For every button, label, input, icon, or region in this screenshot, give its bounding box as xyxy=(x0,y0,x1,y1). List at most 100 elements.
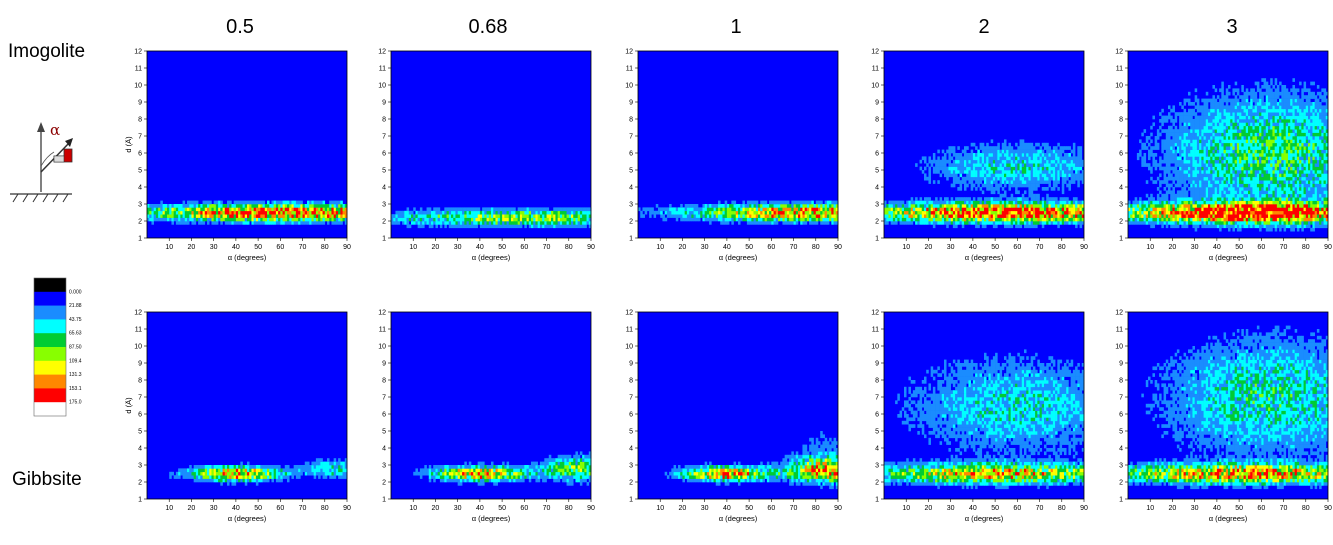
heatmap-cell xyxy=(473,210,476,215)
heatmap-cell xyxy=(275,204,279,208)
heatmap-cell xyxy=(1041,173,1045,178)
heatmap-cell xyxy=(939,173,943,178)
heatmap-cell xyxy=(964,159,967,164)
heatmap-cell xyxy=(1301,207,1304,212)
heatmap-cell xyxy=(1214,224,1218,229)
heatmap-cell xyxy=(1001,214,1005,218)
heatmap-cell xyxy=(979,173,983,178)
heatmap-cell xyxy=(1223,170,1227,174)
heatmap-cell xyxy=(184,214,188,218)
heatmap-cell xyxy=(764,221,768,225)
heatmap-cell xyxy=(1219,221,1222,225)
heatmap-cell xyxy=(1183,173,1187,178)
heatmap-cell xyxy=(722,210,725,215)
heatmap-cell xyxy=(1243,207,1247,212)
heatmap-cell xyxy=(990,149,994,154)
heatmap-cell xyxy=(1168,163,1171,167)
heatmap-cell xyxy=(1192,183,1195,188)
heatmap-cell xyxy=(999,173,1003,178)
heatmap-cell xyxy=(1004,193,1007,198)
heatmap-cell xyxy=(287,221,290,225)
heatmap-cell xyxy=(813,214,817,218)
heatmap-cell xyxy=(553,210,556,215)
heatmap-cell xyxy=(1285,224,1289,229)
heatmap-cell xyxy=(1279,214,1282,218)
heatmap-cell xyxy=(1225,190,1229,195)
heatmap-cell xyxy=(1214,210,1218,215)
heatmap-cell xyxy=(1252,200,1255,205)
heatmap-cell xyxy=(1314,176,1318,181)
heatmap-cell xyxy=(1225,217,1229,222)
heatmap-cell xyxy=(333,217,337,222)
heatmap-cell xyxy=(1239,224,1242,229)
heatmap-cell xyxy=(1281,221,1284,225)
heatmap-cell xyxy=(1057,142,1060,147)
heatmap-cell xyxy=(537,221,541,225)
heatmap-cell xyxy=(1077,217,1080,222)
heatmap-cell xyxy=(979,146,983,150)
heatmap-cell xyxy=(952,180,956,184)
heatmap-cell xyxy=(820,217,823,222)
heatmap-cell xyxy=(1305,176,1309,181)
heatmap-cell xyxy=(762,221,765,225)
heatmap-cell xyxy=(1190,210,1193,215)
heatmap-cell xyxy=(755,217,759,222)
heatmap-cell xyxy=(1305,187,1309,191)
heatmap-cell xyxy=(944,159,947,164)
heatmap-cell xyxy=(988,214,991,218)
heatmap-cell xyxy=(1245,176,1249,181)
heatmap-cell xyxy=(1134,204,1138,208)
heatmap-cell xyxy=(890,217,894,222)
heatmap-cell xyxy=(682,207,685,212)
heatmap-cell xyxy=(935,197,938,201)
heatmap-cell xyxy=(453,217,456,222)
heatmap-cell xyxy=(946,217,949,222)
heatmap-cell xyxy=(187,200,190,205)
heatmap-cell xyxy=(242,221,246,225)
heatmap-cell xyxy=(511,214,514,218)
heatmap-cell xyxy=(1294,163,1298,167)
heatmap-cell xyxy=(1208,187,1211,191)
heatmap-cell xyxy=(1236,170,1240,174)
heatmap-cell xyxy=(571,217,574,222)
heatmap-cell xyxy=(751,200,754,205)
heatmap-cell xyxy=(211,204,214,208)
heatmap-cell xyxy=(959,170,963,174)
heatmap-cell xyxy=(977,180,980,184)
heatmap-cell xyxy=(324,204,328,208)
heatmap-cell xyxy=(1228,207,1231,212)
heatmap-cell xyxy=(1225,163,1229,167)
heatmap-cell xyxy=(1044,173,1047,178)
heatmap-cell xyxy=(1274,183,1278,188)
heatmap-cell xyxy=(912,207,916,212)
heatmap-cell xyxy=(486,207,490,212)
heatmap-cell xyxy=(395,210,398,215)
heatmap-cell xyxy=(238,207,241,212)
heatmap-cell xyxy=(302,221,306,225)
heatmap-cell xyxy=(809,200,812,205)
heatmap-cell xyxy=(1294,180,1298,184)
heatmap-cell xyxy=(1234,187,1238,191)
heatmap-cell xyxy=(984,224,987,229)
heatmap-cell xyxy=(435,210,438,215)
heatmap-cell xyxy=(1274,180,1278,184)
heatmap-cell xyxy=(1046,170,1049,174)
heatmap-cell xyxy=(1148,156,1151,161)
heatmap-cell xyxy=(833,221,837,225)
heatmap-cell xyxy=(908,214,911,218)
heatmap-cell xyxy=(758,214,761,218)
heatmap-cell xyxy=(908,221,911,225)
heatmap-cell xyxy=(155,214,159,218)
heatmap-cell xyxy=(1179,217,1182,222)
heatmap-cell xyxy=(1179,156,1182,161)
heatmap-cell xyxy=(726,210,730,215)
heatmap-cell xyxy=(1188,156,1191,161)
heatmap-cell xyxy=(784,221,788,225)
heatmap-cell xyxy=(1066,204,1069,208)
heatmap-cell xyxy=(988,159,991,164)
heatmap-cell xyxy=(984,180,987,184)
heatmap-cell xyxy=(1285,166,1289,171)
heatmap-cell xyxy=(1079,163,1083,167)
heatmap-cell xyxy=(709,210,712,215)
heatmap-cell xyxy=(1006,156,1009,161)
